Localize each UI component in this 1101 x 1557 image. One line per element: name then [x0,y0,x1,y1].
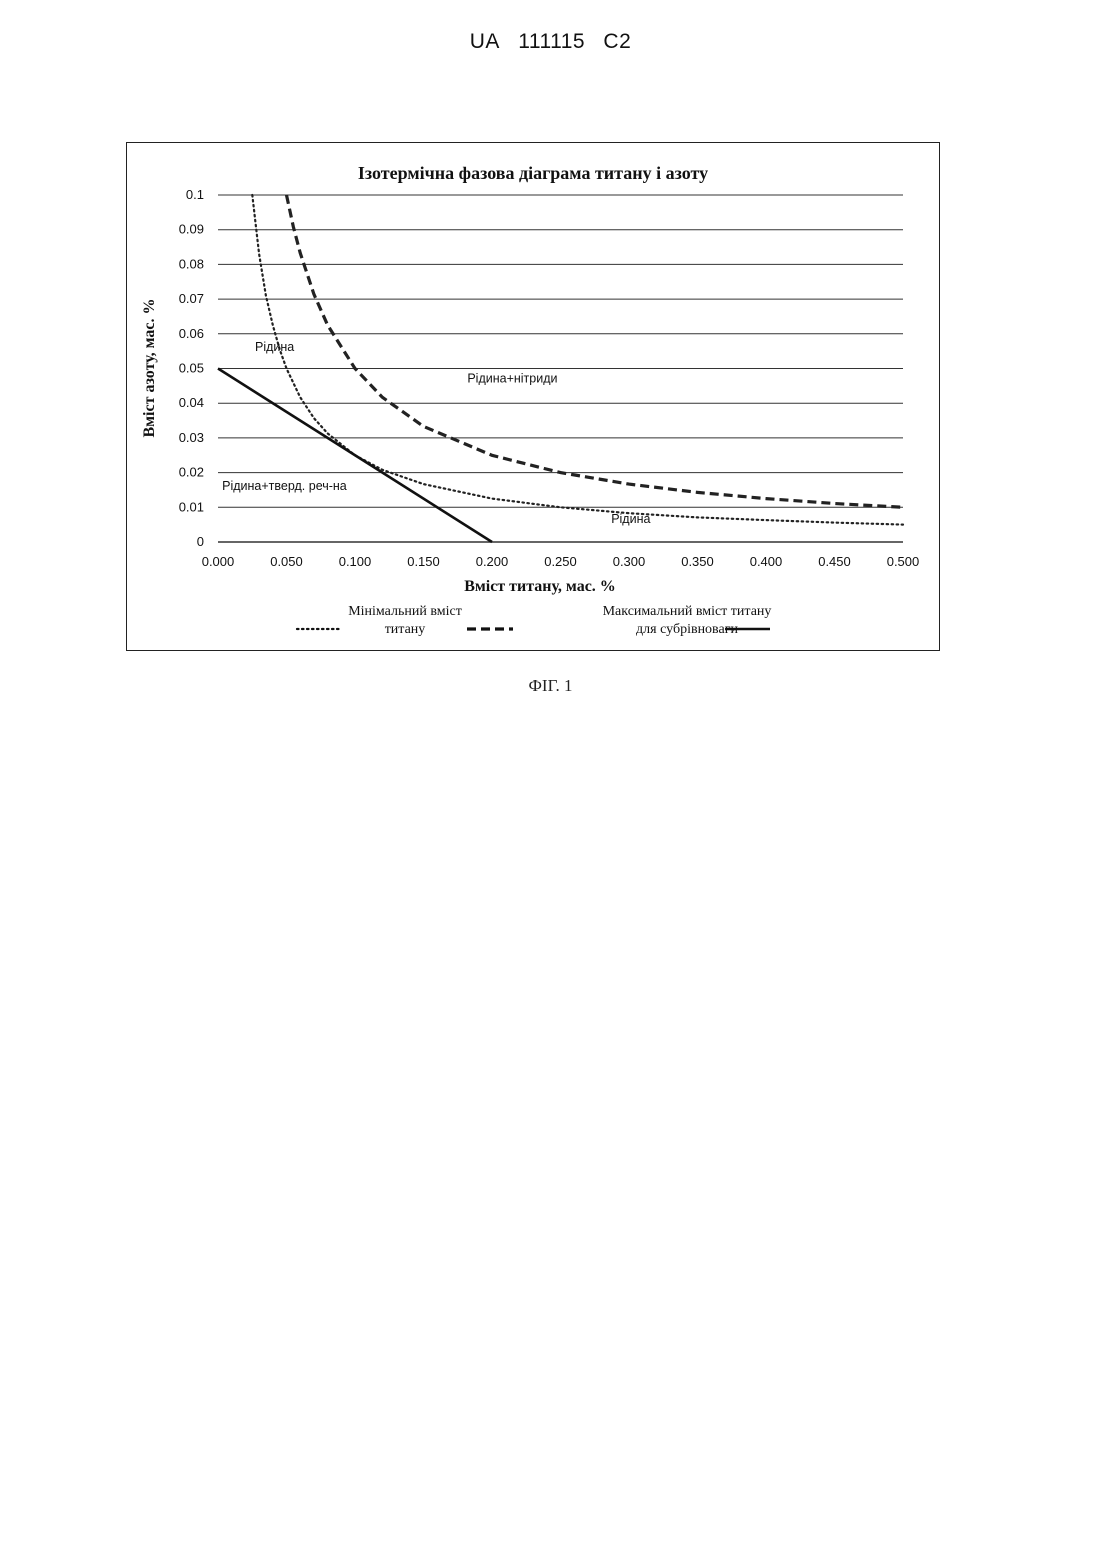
y-tick-label: 0.01 [179,499,204,514]
x-tick-label: 0.250 [544,554,577,569]
y-tick-label: 0.09 [179,222,204,237]
legend-label: титану [385,622,426,637]
x-tick-label: 0.300 [613,554,646,569]
series-line-dashed [287,195,904,507]
x-tick-label: 0.500 [887,554,920,569]
x-tick-label: 0.400 [750,554,783,569]
legend-label: для субрівноваги [636,622,738,637]
y-tick-label: 0 [197,534,204,549]
y-tick-label: 0.04 [179,395,204,410]
x-tick-label: 0.450 [818,554,851,569]
legend-label: Мінімальний вміст [348,604,462,619]
x-tick-label: 0.150 [407,554,440,569]
legend-label: Максимальний вміст титану [603,604,772,619]
x-tick-label: 0.050 [270,554,303,569]
chart-frame: Ізотермічна фазова діаграма титану і азо… [126,142,940,651]
x-tick-label: 0.200 [476,554,509,569]
region-label: Рідина+нітриди [467,371,557,385]
y-tick-label: 0.03 [179,430,204,445]
region-label: Рідина+тверд. реч-на [222,479,347,493]
region-label: Рідина [255,340,294,354]
y-tick-label: 0.06 [179,326,204,341]
x-axis-label: Вміст титану, мас. % [464,578,616,595]
chart-title: Ізотермічна фазова діаграма титану і азо… [358,163,708,183]
y-tick-label: 0.02 [179,465,204,480]
figure-caption: ФІГ. 1 [0,676,1101,696]
legend: Мінімальний вміст титану Максимальний вміс… [297,604,771,637]
document-header: UA 111115 C2 [0,30,1101,54]
y-tick-label: 0.08 [179,256,204,271]
y-axis-label: Вміст азоту, мас. % [141,298,158,437]
y-tick-label: 0.1 [186,187,204,202]
series-line-solid [218,369,492,543]
y-tick-label: 0.05 [179,361,204,376]
y-tick-label: 0.07 [179,291,204,306]
x-tick-label: 0.100 [339,554,372,569]
x-tick-label: 0.350 [681,554,714,569]
region-label: Рідина [611,512,650,526]
phase-diagram-chart: Ізотермічна фазова діаграма титану і азо… [127,143,939,650]
header-number: 111115 [518,30,585,53]
x-tick-label: 0.000 [202,554,235,569]
header-country: UA [470,30,500,53]
header-kind: C2 [603,30,631,53]
